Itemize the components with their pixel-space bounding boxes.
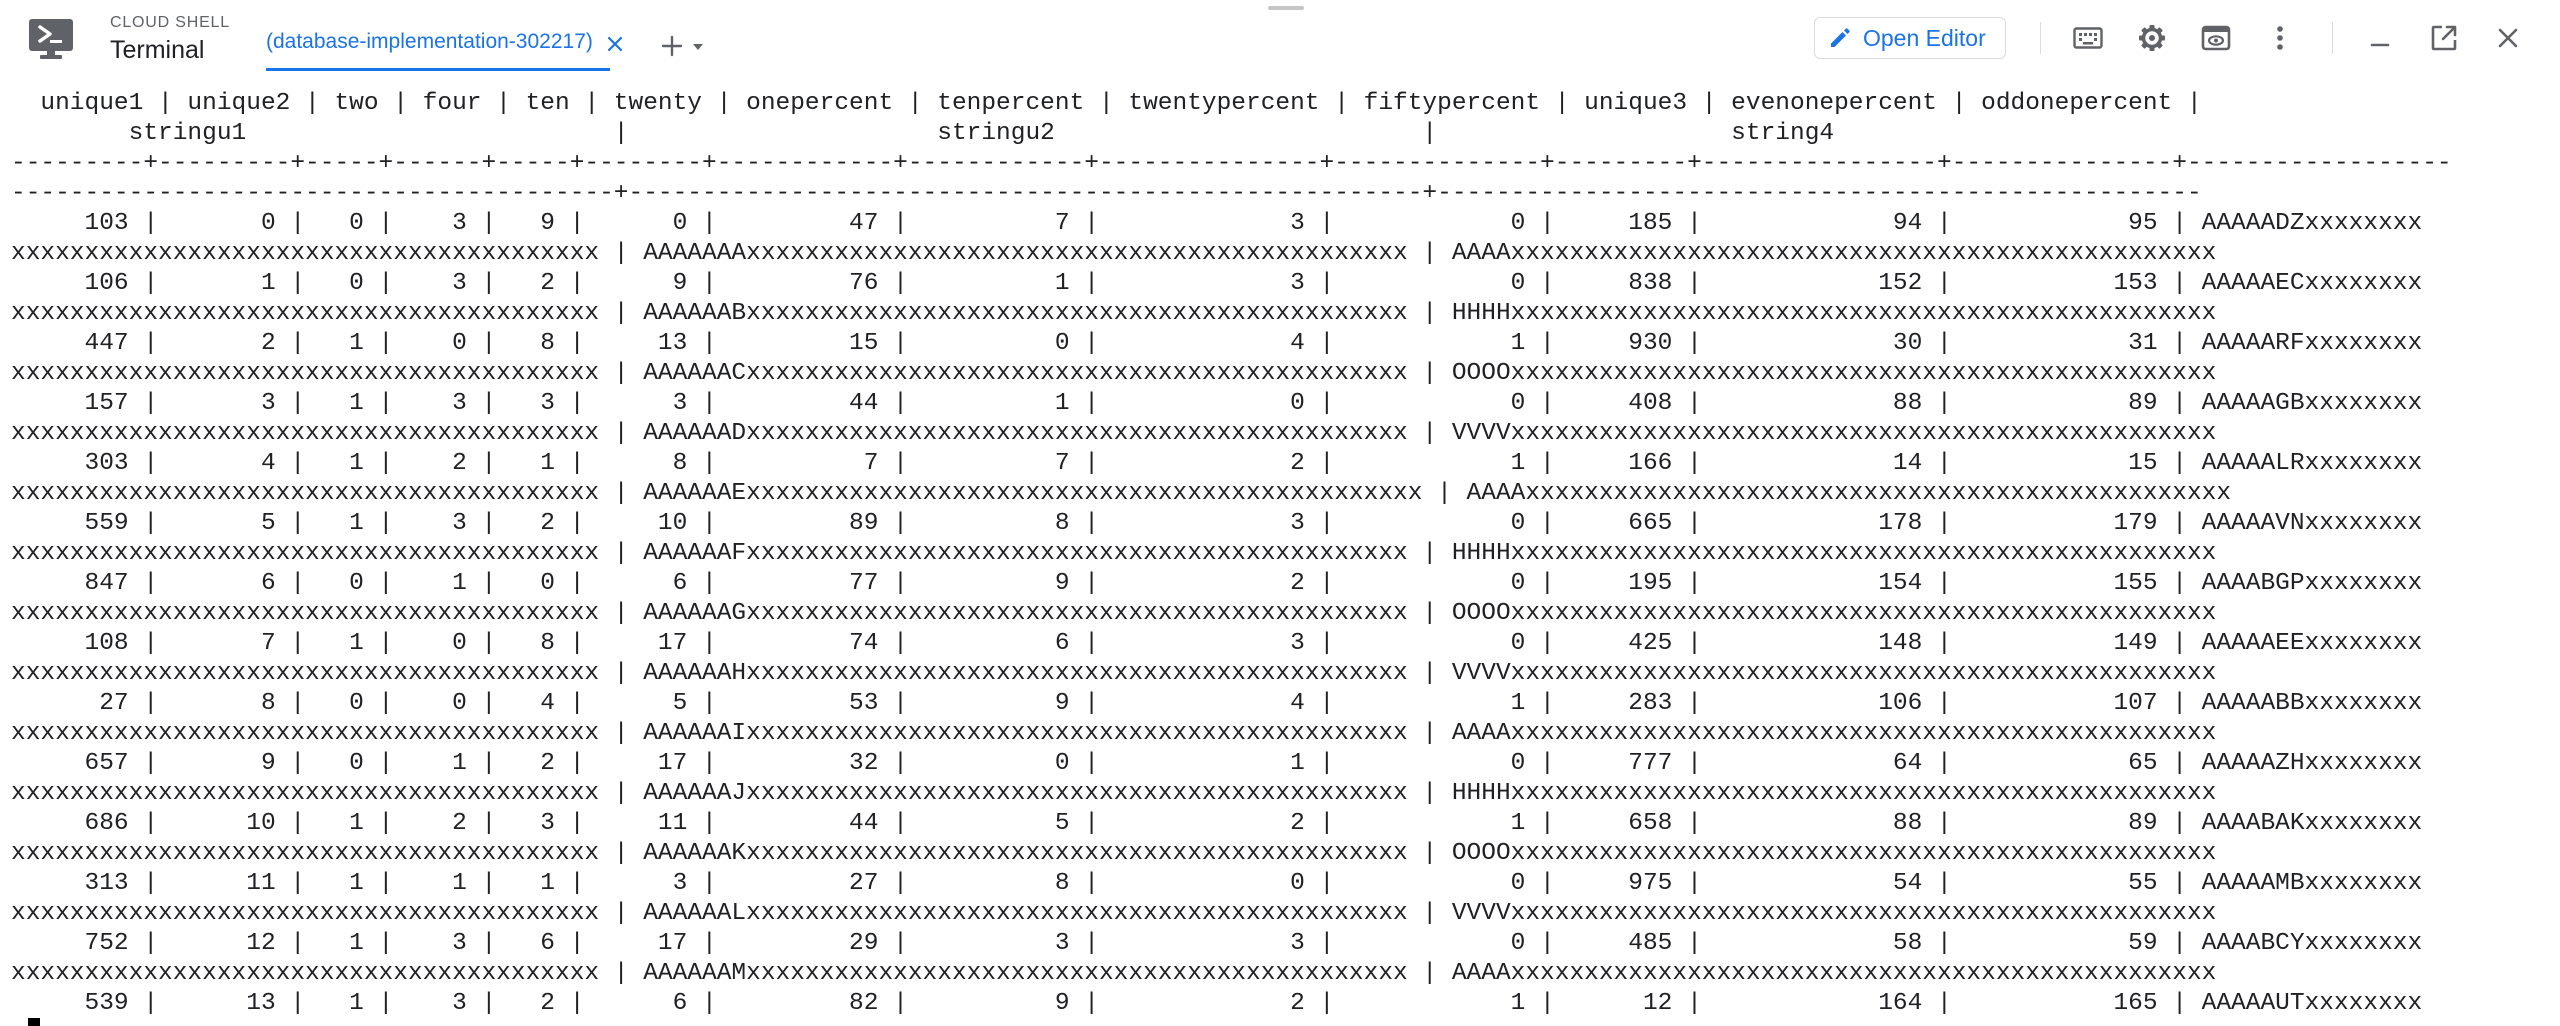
terminal-line: xxxxxxxxxxxxxxxxxxxxxxxxxxxxxxxxxxxxxxxx… bbox=[11, 420, 2217, 447]
terminal-line: xxxxxxxxxxxxxxxxxxxxxxxxxxxxxxxxxxxxxxxx… bbox=[11, 660, 2217, 687]
terminal-line: 847 | 6 | 0 | 1 | 0 | 6 | 77 | 9 | 2 | 0… bbox=[11, 570, 2423, 597]
cloud-shell-header: CLOUD SHELL Terminal (database-implement… bbox=[0, 0, 2560, 72]
tab-label[interactable]: (database-implementation-302217) bbox=[266, 30, 593, 53]
minimize-icon[interactable] bbox=[2364, 22, 2396, 54]
terminal-line: ----------------------------------------… bbox=[11, 180, 2202, 207]
tab-database-implementation[interactable]: (database-implementation-302217) bbox=[266, 30, 625, 71]
terminal-line: 157 | 3 | 1 | 3 | 3 | 3 | 44 | 1 | 0 | 0… bbox=[11, 390, 2423, 417]
toolbar-divider bbox=[2332, 22, 2333, 54]
terminal-line: xxxxxxxxxxxxxxxxxxxxxxxxxxxxxxxxxxxxxxxx… bbox=[11, 480, 2232, 507]
caret-down-icon[interactable] bbox=[692, 39, 704, 57]
terminal-line: 313 | 11 | 1 | 1 | 1 | 3 | 27 | 8 | 0 | … bbox=[11, 870, 2423, 897]
terminal-line: ---------+---------+-----+------+-----+-… bbox=[11, 150, 2452, 177]
terminal-line: 303 | 4 | 1 | 2 | 1 | 8 | 7 | 7 | 2 | 1 … bbox=[11, 450, 2423, 477]
terminal-cursor bbox=[28, 1018, 40, 1026]
open-editor-label: Open Editor bbox=[1863, 24, 1986, 51]
gear-icon[interactable] bbox=[2136, 22, 2168, 54]
terminal-line: 539 | 13 | 1 | 3 | 2 | 6 | 82 | 9 | 2 | … bbox=[11, 990, 2423, 1017]
toolbar-divider bbox=[2040, 22, 2041, 54]
terminal-line: 559 | 5 | 1 | 3 | 2 | 10 | 89 | 8 | 3 | … bbox=[11, 510, 2423, 537]
terminal-line: xxxxxxxxxxxxxxxxxxxxxxxxxxxxxxxxxxxxxxxx… bbox=[11, 960, 2217, 987]
terminal-line: xxxxxxxxxxxxxxxxxxxxxxxxxxxxxxxxxxxxxxxx… bbox=[11, 540, 2217, 567]
terminal-line: xxxxxxxxxxxxxxxxxxxxxxxxxxxxxxxxxxxxxxxx… bbox=[11, 900, 2217, 927]
terminal-line: xxxxxxxxxxxxxxxxxxxxxxxxxxxxxxxxxxxxxxxx… bbox=[11, 240, 2217, 267]
open-editor-button[interactable]: Open Editor bbox=[1814, 17, 2006, 59]
add-tab-button[interactable] bbox=[660, 34, 710, 62]
terminal-line: xxxxxxxxxxxxxxxxxxxxxxxxxxxxxxxxxxxxxxxx… bbox=[11, 300, 2217, 327]
terminal-line: 106 | 1 | 0 | 3 | 2 | 9 | 76 | 1 | 3 | 0… bbox=[11, 270, 2423, 297]
resize-handle[interactable] bbox=[1268, 6, 1304, 10]
open-in-new-icon[interactable] bbox=[2428, 22, 2460, 54]
terminal-line: 27 | 8 | 0 | 0 | 4 | 5 | 53 | 9 | 4 | 1 … bbox=[11, 690, 2423, 717]
terminal-line: 752 | 12 | 1 | 3 | 6 | 17 | 29 | 3 | 3 |… bbox=[11, 930, 2423, 957]
terminal-line: xxxxxxxxxxxxxxxxxxxxxxxxxxxxxxxxxxxxxxxx… bbox=[11, 720, 2217, 747]
terminal-line: 447 | 2 | 1 | 0 | 8 | 13 | 15 | 0 | 4 | … bbox=[11, 330, 2423, 357]
terminal-line: xxxxxxxxxxxxxxxxxxxxxxxxxxxxxxxxxxxxxxxx… bbox=[11, 840, 2217, 867]
more-vert-icon[interactable] bbox=[2264, 22, 2296, 54]
terminal-line: xxxxxxxxxxxxxxxxxxxxxxxxxxxxxxxxxxxxxxxx… bbox=[11, 780, 2217, 807]
web-preview-icon[interactable] bbox=[2200, 22, 2232, 54]
close-icon[interactable] bbox=[2492, 22, 2524, 54]
terminal-output[interactable]: unique1 | unique2 | two | four | ten | t… bbox=[0, 72, 2560, 1026]
cloud-shell-terminal-icon bbox=[28, 18, 74, 60]
terminal-line: 103 | 0 | 0 | 3 | 9 | 0 | 47 | 7 | 3 | 0… bbox=[11, 210, 2423, 237]
terminal-line: xxxxxxxxxxxxxxxxxxxxxxxxxxxxxxxxxxxxxxxx… bbox=[11, 600, 2217, 627]
terminal-line: 108 | 7 | 1 | 0 | 8 | 17 | 74 | 6 | 3 | … bbox=[11, 630, 2423, 657]
terminal-line: unique1 | unique2 | two | four | ten | t… bbox=[11, 90, 2202, 117]
terminal-line: stringu1 | stringu2 | string4 bbox=[11, 120, 1835, 147]
pencil-icon bbox=[1831, 28, 1850, 47]
terminal-line: 686 | 10 | 1 | 2 | 3 | 11 | 44 | 5 | 2 |… bbox=[11, 810, 2423, 837]
terminal-line: 657 | 9 | 0 | 1 | 2 | 17 | 32 | 0 | 1 | … bbox=[11, 750, 2423, 777]
keyboard-icon[interactable] bbox=[2072, 22, 2104, 54]
plus-icon[interactable] bbox=[660, 34, 684, 63]
terminal-line: xxxxxxxxxxxxxxxxxxxxxxxxxxxxxxxxxxxxxxxx… bbox=[11, 360, 2217, 387]
product-label: CLOUD SHELL bbox=[110, 14, 230, 31]
close-icon[interactable] bbox=[605, 34, 625, 54]
window-title: Terminal bbox=[110, 36, 205, 64]
active-tab-indicator bbox=[266, 68, 610, 71]
